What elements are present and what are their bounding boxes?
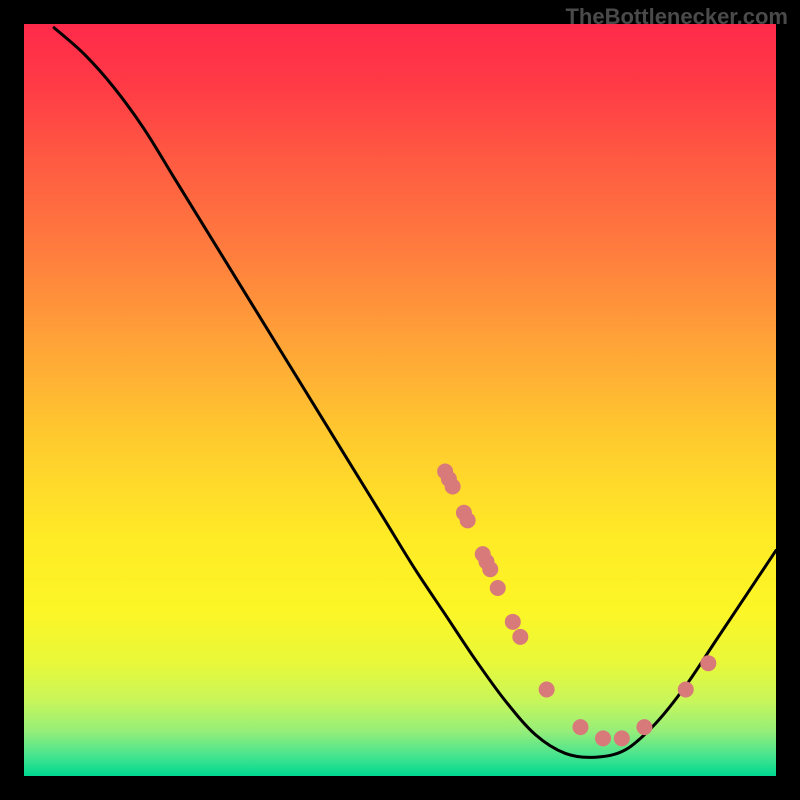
marker-point: [595, 730, 611, 746]
plot-background: [24, 24, 776, 776]
marker-point: [490, 580, 506, 596]
marker-point: [512, 629, 528, 645]
bottleneck-curve-chart: [24, 24, 776, 776]
marker-point: [505, 614, 521, 630]
marker-point: [445, 478, 461, 494]
marker-point: [636, 719, 652, 735]
chart-wrapper: TheBottlenecker.com: [0, 0, 800, 800]
marker-point: [460, 512, 476, 528]
marker-point: [614, 730, 630, 746]
marker-point: [572, 719, 588, 735]
marker-point: [700, 655, 716, 671]
marker-point: [482, 561, 498, 577]
marker-point: [539, 682, 555, 698]
marker-point: [678, 682, 694, 698]
attribution-label: TheBottlenecker.com: [565, 4, 788, 30]
